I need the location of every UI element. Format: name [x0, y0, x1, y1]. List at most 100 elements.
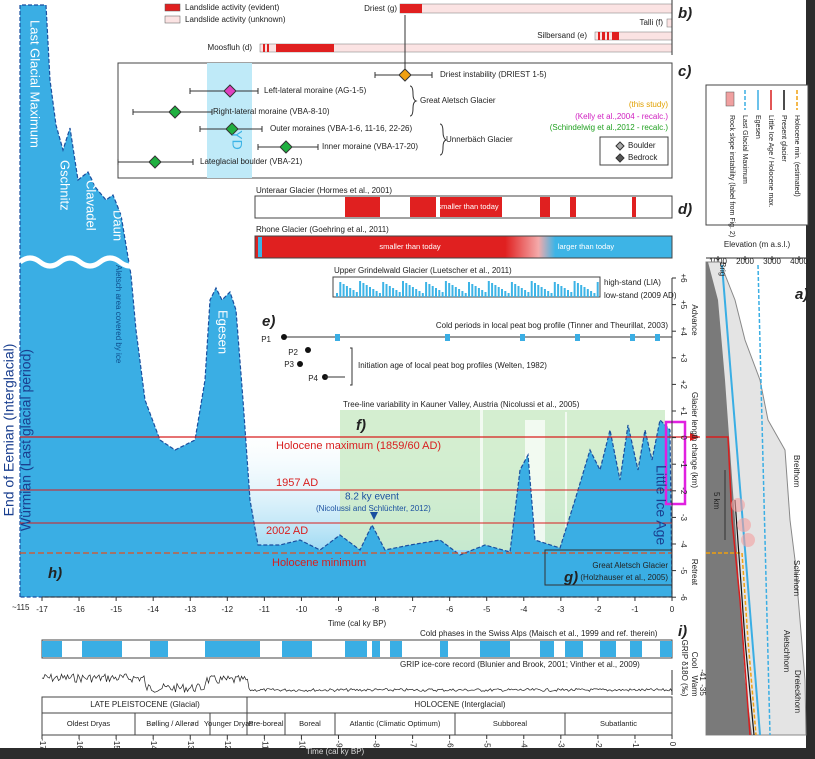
record-note: larger than today — [558, 242, 615, 251]
cold-phase — [565, 641, 583, 657]
x-tick-label: -1 — [631, 740, 640, 748]
record-block — [530, 281, 533, 297]
zone-label: Atlantic (Climatic Optimum) — [350, 719, 441, 728]
treeline-gap — [480, 410, 483, 550]
cold-phase — [205, 641, 260, 657]
record-block — [543, 289, 546, 297]
epoch-label: HOLOCENE (Interglacial) — [414, 700, 505, 709]
y-tick-label: +5 — [679, 300, 688, 310]
y-tick-label: +1 — [679, 406, 688, 416]
cold-phase — [282, 641, 312, 657]
record-block — [487, 281, 490, 297]
highlight-box — [664, 420, 687, 506]
yd-band — [207, 63, 252, 178]
record-block — [484, 292, 487, 297]
x-tick-label: -2 — [594, 740, 603, 748]
y-tick-label: +3 — [679, 353, 688, 363]
record-block — [573, 281, 576, 297]
record-title: Upper Grindelwald Glacier (Luetscher et … — [334, 266, 512, 275]
panel-frame — [117, 62, 673, 179]
record-block — [563, 288, 566, 297]
lia-label: Little Ice Age — [653, 465, 669, 545]
x-tick-label: -9 — [334, 740, 343, 748]
cold-period — [445, 334, 450, 341]
period-label: Würmian (Last glacial period) — [18, 349, 34, 531]
x-tick-label: -13 — [184, 605, 196, 614]
record-box — [254, 235, 673, 259]
y-tick-label: -6 — [679, 594, 688, 602]
x-tick-label: -14 — [149, 738, 158, 750]
x-tick-label: -16 — [75, 738, 84, 750]
x-tick-label: -15 — [110, 605, 122, 614]
axis-note: Retreat — [690, 559, 699, 586]
record-block — [497, 287, 500, 297]
ice-label: Aletsch area covered by ice — [114, 265, 123, 364]
record-note: smaller than today — [437, 202, 499, 211]
record-block — [534, 283, 536, 297]
activity-bar — [594, 31, 673, 41]
axis-note: Advance — [690, 304, 699, 336]
peat-age — [305, 347, 311, 353]
cold-phase — [480, 641, 510, 657]
glacier-label: Great Aletsch Glacier — [420, 96, 496, 105]
x-tick-label: -17 — [38, 738, 47, 750]
x-tick-label: -12 — [222, 605, 234, 614]
record-block — [570, 292, 573, 297]
cold-phase — [440, 641, 448, 657]
x-tick-label: -5 — [483, 740, 492, 748]
record-block — [385, 284, 388, 297]
record-block — [411, 287, 414, 297]
x-tick-label: 4000 — [790, 257, 808, 266]
age-marker — [398, 68, 412, 82]
y-tick-label: 0 — [679, 435, 688, 440]
record-block — [441, 292, 444, 297]
peat-age — [297, 361, 303, 367]
x-tick-label: 2000 — [736, 257, 754, 266]
axis-note: Cool — [690, 652, 699, 669]
activity-bar — [612, 32, 619, 40]
axis-tick: -41 — [698, 669, 707, 681]
x-tick-label: 3000 — [763, 257, 781, 266]
record-block — [586, 289, 589, 297]
record-block — [362, 283, 365, 297]
source-label: (Kelly et al.,2004 - recalc.) — [575, 112, 668, 121]
record-note: high-stand (LIA) — [604, 278, 661, 287]
figure-layer: -17 -16 -15 -14 -13 -12 -11 -10 -9 -8 -7 -6 -5 -4 -3 -2… — [18, 0, 809, 750]
record-block — [408, 285, 411, 297]
x-tick-label: -12 — [223, 738, 232, 750]
panel-label: e) — [262, 313, 275, 330]
zone-label: Younger Dryas — [204, 719, 254, 728]
x-tick-label: -6 — [446, 605, 454, 614]
record-block — [474, 286, 477, 297]
activity-bar — [400, 4, 422, 13]
record-block — [557, 284, 560, 297]
profile-label: P3 — [284, 360, 294, 369]
y-tick-label: -4 — [679, 540, 688, 548]
site-label: Talli (f) — [639, 18, 663, 27]
level-label: 2002 AD — [266, 525, 308, 537]
record-title: Unteraar Glacier (Hormes et al., 2001) — [256, 186, 392, 195]
record-block — [583, 287, 586, 297]
record-block — [378, 293, 381, 297]
place-label: Brig — [718, 262, 727, 276]
cold-period — [335, 334, 340, 341]
record-block — [632, 197, 636, 217]
y-tick-label: -3 — [679, 514, 688, 522]
record-block — [425, 282, 428, 297]
stage-label: Egesen — [216, 310, 231, 354]
activity-bar — [602, 32, 605, 40]
record-block — [415, 289, 418, 297]
instability — [737, 518, 751, 532]
period-table — [41, 696, 673, 736]
x-tick-label: -4 — [520, 605, 528, 614]
start-label: ~115 — [12, 603, 30, 612]
profile-line — [706, 552, 757, 736]
activity-bar — [399, 3, 673, 14]
record-block — [355, 292, 358, 297]
legend-box — [705, 84, 809, 226]
age-marker — [168, 105, 182, 119]
record-block — [596, 282, 599, 297]
panel-label: g) — [563, 569, 578, 586]
record-block — [410, 197, 436, 217]
profile-line — [734, 499, 755, 736]
